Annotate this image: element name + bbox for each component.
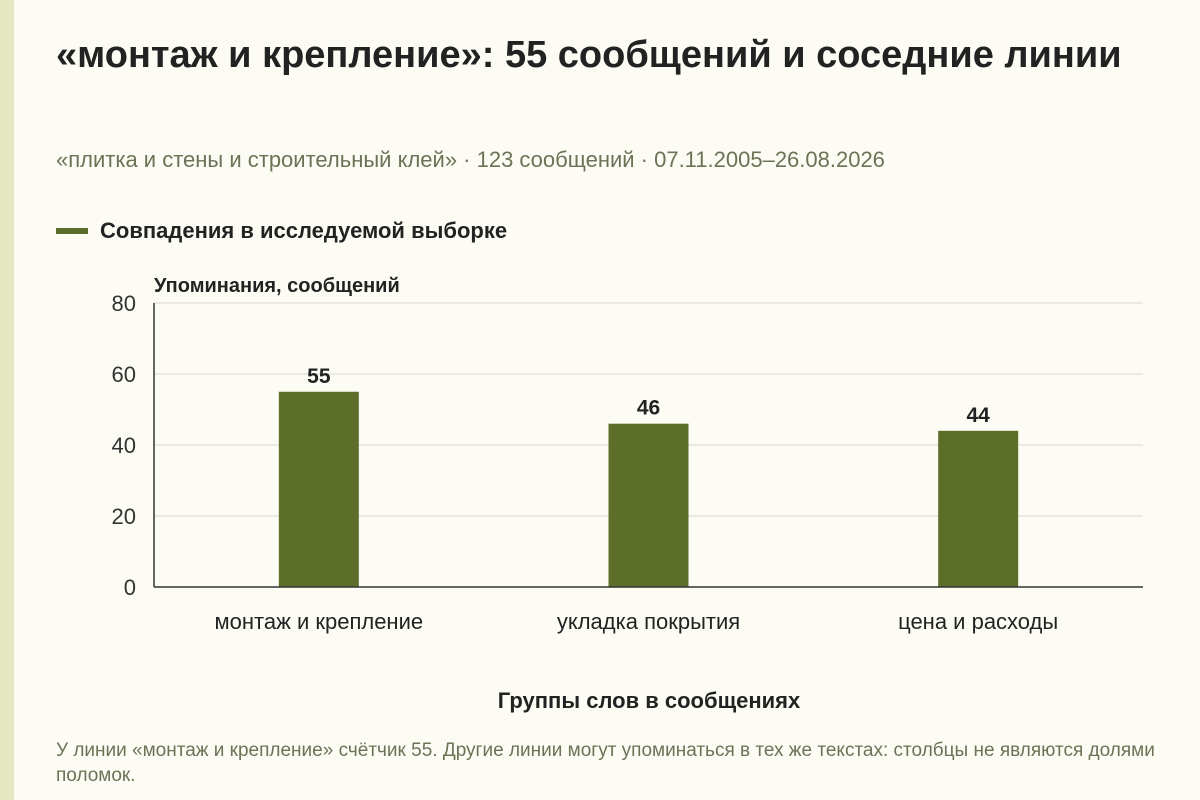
y-tick-label: 20 xyxy=(112,504,136,529)
axes: 0 20 40 60 80 монтаж и крепление укладка покры… xyxy=(112,291,1143,634)
x-tick-label: монтаж и крепление xyxy=(215,609,424,634)
y-axis-title: Упоминания, сообщений xyxy=(154,275,400,297)
x-tick-label: цена и расходы xyxy=(898,609,1058,634)
accent-stripe xyxy=(0,0,14,800)
x-tick-label: укладка покрытия xyxy=(557,609,740,634)
bar xyxy=(278,391,359,587)
y-tick-label: 0 xyxy=(124,575,136,600)
bar-value-label: 44 xyxy=(966,404,990,427)
bar-chart: 55 46 44 0 20 40 60 80 монтаж и крепление укладк… xyxy=(112,275,1143,713)
bar xyxy=(938,430,1019,587)
y-tick-label: 60 xyxy=(112,362,136,387)
y-tick-label: 40 xyxy=(112,433,136,458)
x-axis-title: Группы слов в сообщениях xyxy=(498,688,801,713)
y-tick-label: 80 xyxy=(112,291,136,316)
footnote: У линии «монтаж и крепление» счётчик 55.… xyxy=(56,740,1155,786)
chart-subtitle: «плитка и стены и строительный клей» · 1… xyxy=(56,147,885,172)
bar-value-label: 46 xyxy=(637,397,660,420)
bar-value-label: 55 xyxy=(307,365,331,388)
bar xyxy=(608,423,689,587)
bars: 55 46 44 xyxy=(278,365,1019,587)
legend-label: Совпадения в исследуемой выборке xyxy=(100,218,508,243)
chart-title: «монтаж и крепление»: 55 сообщений и сос… xyxy=(56,34,1122,76)
legend: Совпадения в исследуемой выборке xyxy=(56,218,507,244)
legend-swatch xyxy=(56,228,88,234)
